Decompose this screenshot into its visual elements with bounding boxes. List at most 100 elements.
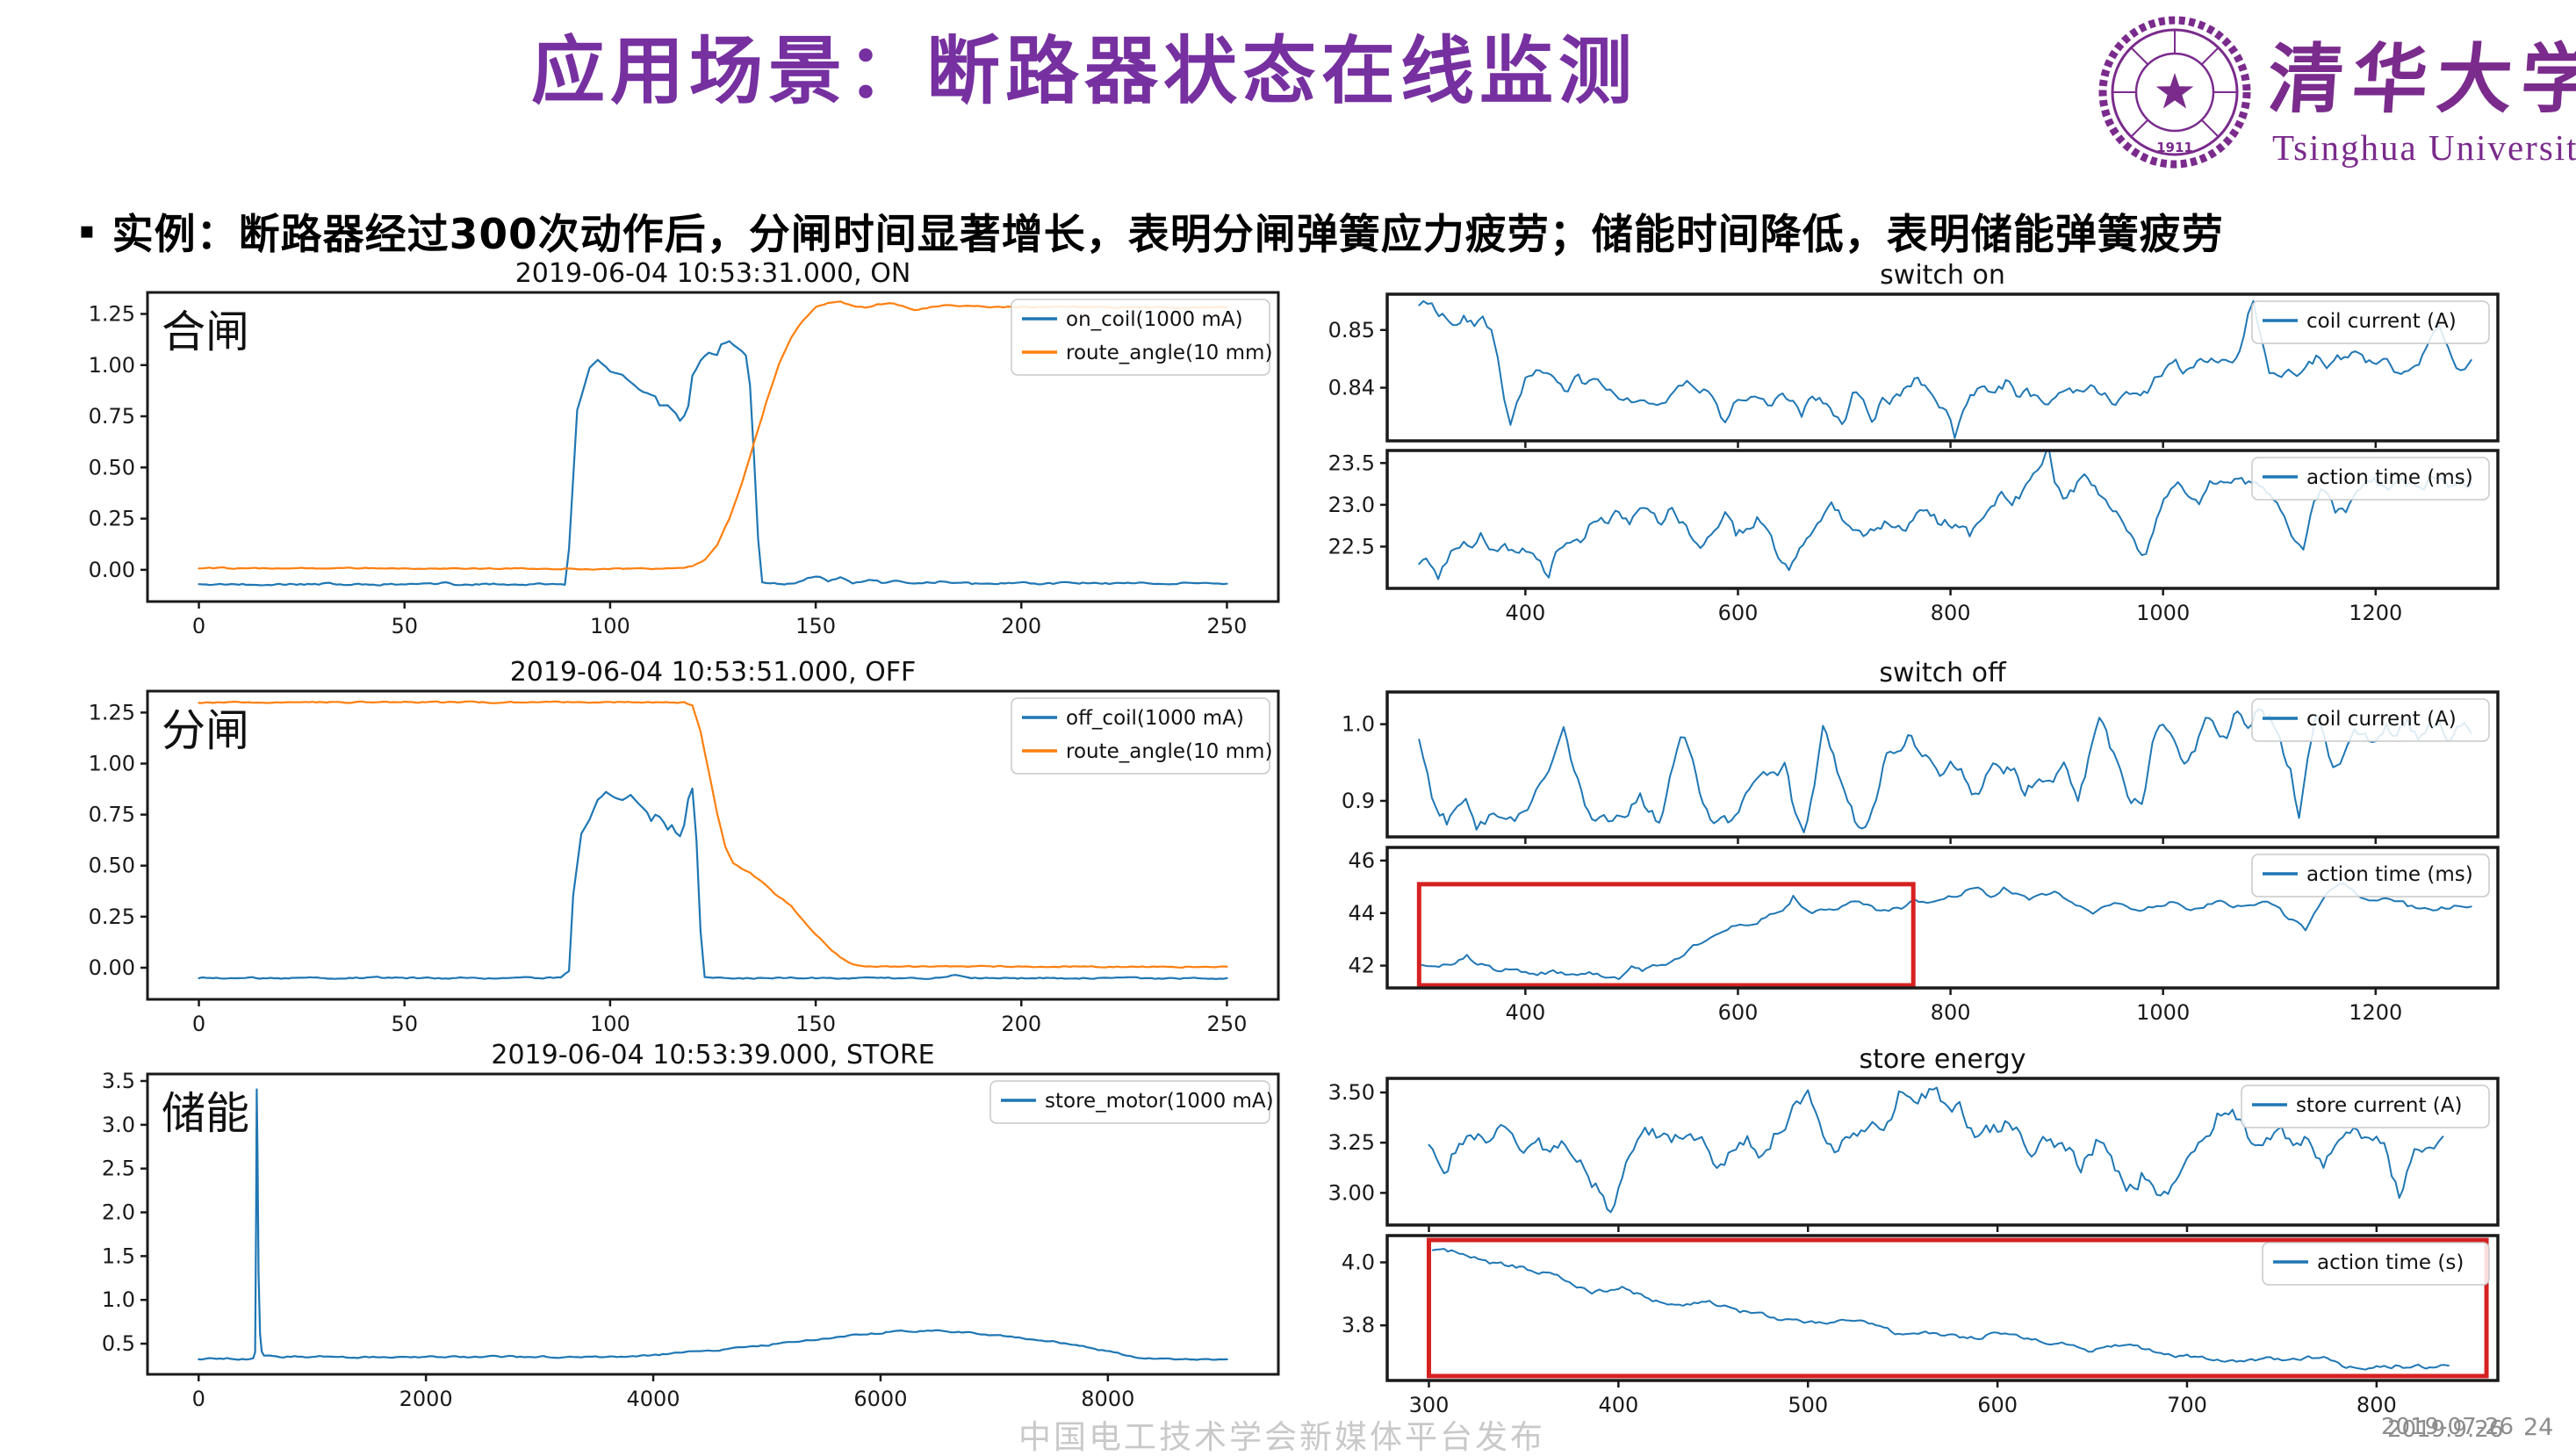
- svg-text:off_coil(1000 mA): off_coil(1000 mA): [1066, 707, 1244, 730]
- svg-text:800: 800: [1931, 1000, 1971, 1025]
- svg-text:600: 600: [1718, 601, 1759, 625]
- svg-text:0.5: 0.5: [102, 1331, 135, 1356]
- svg-text:400: 400: [1505, 1000, 1545, 1025]
- footer-dates: 2019-07-26 2019.9.26: [2381, 1414, 2522, 1449]
- svg-text:coil current (A): coil current (A): [2306, 310, 2457, 333]
- svg-text:44: 44: [1348, 901, 1375, 926]
- svg-text:1.5: 1.5: [102, 1243, 135, 1268]
- svg-text:合闸: 合闸: [162, 307, 249, 357]
- svg-text:50: 50: [391, 1012, 418, 1036]
- svg-text:coil current (A): coil current (A): [2306, 708, 2457, 731]
- seal-year: 1911: [2156, 140, 2193, 155]
- svg-text:2019-06-04 10:53:39.000, STORE: 2019-06-04 10:53:39.000, STORE: [491, 1040, 934, 1070]
- svg-text:store current (A): store current (A): [2296, 1094, 2462, 1117]
- svg-text:0.50: 0.50: [89, 455, 135, 479]
- svg-text:100: 100: [590, 614, 630, 638]
- svg-text:store_motor(1000 mA): store_motor(1000 mA): [1045, 1090, 1274, 1113]
- svg-text:800: 800: [1931, 601, 1971, 625]
- svg-text:0.25: 0.25: [89, 905, 135, 929]
- chart-switch-off-coil-current: 0.9 1.0 switch off coil current (A): [1342, 658, 2500, 844]
- svg-text:150: 150: [795, 1012, 836, 1036]
- svg-text:150: 150: [795, 614, 836, 638]
- bullet-row: ▪ 实例：断路器经过300次动作后，分闸时间显著增长，表明分闸弹簧应力疲劳；储能…: [79, 200, 2224, 261]
- svg-text:600: 600: [1718, 1000, 1759, 1025]
- svg-text:switch off: switch off: [1879, 658, 2007, 688]
- svg-text:200: 200: [1001, 614, 1041, 638]
- svg-text:300: 300: [1409, 1393, 1450, 1417]
- page-number: 24: [2523, 1414, 2554, 1441]
- svg-text:3.5: 3.5: [102, 1069, 135, 1093]
- watermark: 中国电工技术学会新媒体平台发布: [1018, 1418, 1545, 1456]
- svg-text:route_angle(10 mm): route_angle(10 mm): [1066, 740, 1272, 763]
- svg-text:22.5: 22.5: [1328, 534, 1375, 559]
- chart-store-energy-action-time: 300 400 500 600 700 800 3.8 4.0 action time (s): [1342, 1234, 2500, 1417]
- svg-text:1.0: 1.0: [102, 1287, 135, 1312]
- chart-switch-on-action-time: 400 600 800 1000 1200 22.5 23.0 23.5 action time…: [1328, 449, 2500, 625]
- svg-text:0.75: 0.75: [89, 404, 135, 429]
- svg-text:2000: 2000: [399, 1387, 453, 1411]
- svg-text:2.0: 2.0: [102, 1200, 135, 1225]
- svg-text:23.0: 23.0: [1328, 493, 1375, 517]
- chart-switch-on-coil-current: 0.84 0.85 switch on coil current (A): [1328, 260, 2500, 448]
- svg-text:6000: 6000: [853, 1387, 907, 1411]
- footer-date-primary: 2019-07-26: [2381, 1414, 2515, 1440]
- svg-text:400: 400: [1505, 601, 1545, 625]
- svg-text:2.5: 2.5: [102, 1157, 135, 1181]
- svg-text:switch on: switch on: [1880, 260, 2005, 291]
- svg-text:0: 0: [192, 1387, 205, 1411]
- svg-text:800: 800: [2357, 1393, 2397, 1417]
- svg-text:1.25: 1.25: [89, 301, 135, 326]
- chart-store-energy-current: 3.00 3.25 3.50 store energy store current (A…: [1328, 1044, 2500, 1232]
- svg-text:1200: 1200: [2349, 601, 2402, 625]
- svg-text:store energy: store energy: [1860, 1044, 2026, 1075]
- tsinghua-logo: 1911 清华大学 Tsinghua University: [2097, 12, 2576, 184]
- svg-text:1.0: 1.0: [1342, 712, 1375, 737]
- svg-text:400: 400: [1598, 1393, 1638, 1417]
- page-title: 应用场景：断路器状态在线监测: [530, 30, 1638, 112]
- svg-text:action time (ms): action time (ms): [2306, 466, 2473, 489]
- svg-text:0.00: 0.00: [89, 558, 135, 582]
- svg-text:250: 250: [1207, 1012, 1248, 1036]
- svg-text:0.50: 0.50: [89, 854, 135, 878]
- svg-text:储能: 储能: [162, 1089, 249, 1138]
- svg-text:4000: 4000: [627, 1387, 680, 1411]
- svg-text:0.75: 0.75: [89, 803, 135, 827]
- svg-text:3.0: 3.0: [102, 1113, 135, 1137]
- svg-text:1.00: 1.00: [89, 752, 135, 776]
- svg-text:250: 250: [1207, 614, 1248, 638]
- svg-text:3.50: 3.50: [1328, 1080, 1375, 1105]
- svg-text:42: 42: [1348, 954, 1375, 978]
- svg-text:1000: 1000: [2136, 601, 2190, 625]
- svg-text:route_angle(10 mm): route_angle(10 mm): [1066, 342, 1272, 364]
- svg-text:8000: 8000: [1081, 1387, 1134, 1411]
- svg-text:46: 46: [1348, 848, 1375, 873]
- svg-text:0.9: 0.9: [1342, 789, 1375, 813]
- svg-text:action time (ms): action time (ms): [2306, 863, 2473, 886]
- svg-text:0.00: 0.00: [89, 955, 135, 980]
- svg-text:2019-06-04 10:53:51.000, OFF: 2019-06-04 10:53:51.000, OFF: [510, 657, 917, 688]
- svg-text:3.8: 3.8: [1342, 1313, 1375, 1337]
- tsinghua-seal-icon: 1911: [2098, 16, 2251, 169]
- logo-cn-name: 清华大学: [2265, 38, 2576, 122]
- svg-text:0.85: 0.85: [1328, 318, 1375, 342]
- svg-text:1200: 1200: [2349, 1000, 2402, 1025]
- footer-date-overlay: 2019.9.26: [2387, 1416, 2504, 1443]
- svg-text:0.25: 0.25: [89, 507, 135, 531]
- svg-text:1000: 1000: [2136, 1000, 2190, 1025]
- svg-text:100: 100: [590, 1012, 630, 1036]
- svg-text:0.84: 0.84: [1328, 376, 1375, 400]
- svg-text:23.5: 23.5: [1328, 450, 1375, 475]
- svg-text:0: 0: [192, 614, 205, 638]
- svg-text:2019-06-04 10:53:31.000, ON: 2019-06-04 10:53:31.000, ON: [515, 258, 911, 289]
- svg-text:0: 0: [192, 1012, 205, 1036]
- svg-text:700: 700: [2167, 1393, 2207, 1417]
- svg-text:500: 500: [1788, 1393, 1828, 1417]
- svg-text:on_coil(1000 mA): on_coil(1000 mA): [1066, 308, 1243, 331]
- svg-text:50: 50: [391, 614, 418, 638]
- logo-en-name: Tsinghua University: [2272, 127, 2576, 168]
- svg-text:1.25: 1.25: [89, 700, 135, 724]
- svg-text:600: 600: [1977, 1393, 2018, 1417]
- bullet-text: 实例：断路器经过300次动作后，分闸时间显著增长，表明分闸弹簧应力疲劳；储能时间…: [112, 211, 2224, 259]
- chart-switch-off-action-time: 400 600 800 1000 1200 42 44 46 action time (ms): [1348, 846, 2500, 1025]
